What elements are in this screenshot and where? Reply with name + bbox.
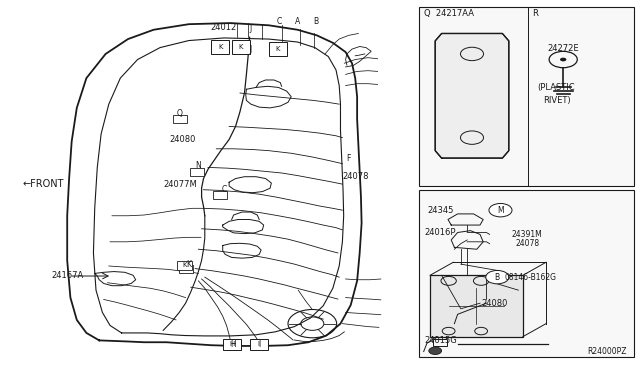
Text: B: B [313, 17, 318, 26]
Text: I: I [257, 341, 260, 347]
Text: K: K [238, 44, 243, 50]
Text: Q: Q [176, 109, 182, 118]
Bar [213, 191, 227, 199]
Circle shape [560, 58, 566, 61]
Text: (PLASTIC: (PLASTIC [538, 83, 575, 92]
Text: I: I [258, 340, 260, 349]
Text: K: K [186, 260, 191, 269]
Text: Q  24217AA: Q 24217AA [424, 9, 474, 17]
Text: ←FRONT: ←FRONT [22, 179, 64, 189]
Text: R24000PZ: R24000PZ [588, 347, 627, 356]
Text: 24167A: 24167A [51, 271, 83, 280]
Polygon shape [435, 33, 509, 158]
Text: K: K [275, 46, 280, 52]
Bar [269, 42, 287, 56]
Bar [433, 339, 447, 346]
Text: F: F [347, 154, 351, 163]
Text: M: M [497, 206, 504, 215]
Text: J: J [250, 45, 252, 54]
Text: N: N [196, 161, 201, 170]
Text: R: R [532, 9, 538, 17]
Circle shape [489, 203, 512, 217]
Bar [223, 339, 241, 350]
Text: C: C [221, 185, 227, 194]
Text: K: K [218, 44, 223, 50]
Circle shape [486, 270, 509, 284]
Bar [177, 261, 192, 270]
Bar [419, 7, 634, 186]
Text: K: K [182, 262, 187, 268]
Text: 24272E: 24272E [548, 44, 579, 53]
Bar [430, 275, 523, 337]
Bar [232, 40, 250, 54]
Bar [173, 115, 187, 123]
Text: 24015G: 24015G [424, 336, 457, 345]
Bar [250, 339, 268, 350]
Circle shape [429, 347, 442, 355]
Text: 24080: 24080 [481, 299, 508, 308]
Text: A: A [295, 17, 300, 26]
Text: 24016P: 24016P [424, 228, 456, 237]
Bar [419, 190, 634, 357]
Text: H: H [230, 341, 235, 347]
Text: 24391M: 24391M [512, 230, 543, 239]
Text: 24012: 24012 [211, 23, 237, 32]
Bar [190, 168, 204, 176]
Bar [211, 40, 229, 54]
Text: J: J [250, 25, 252, 33]
Text: B: B [495, 273, 500, 282]
Text: H: H [231, 340, 236, 349]
Bar [179, 265, 193, 273]
Text: 24080: 24080 [170, 135, 196, 144]
Text: 24078: 24078 [516, 239, 540, 248]
Text: RIVET): RIVET) [543, 96, 570, 105]
Text: 24078: 24078 [342, 172, 369, 181]
Text: 24345: 24345 [428, 206, 454, 215]
Text: 24077M: 24077M [163, 180, 197, 189]
Text: 08146-B162G: 08146-B162G [504, 273, 556, 282]
Text: C: C [277, 17, 282, 26]
